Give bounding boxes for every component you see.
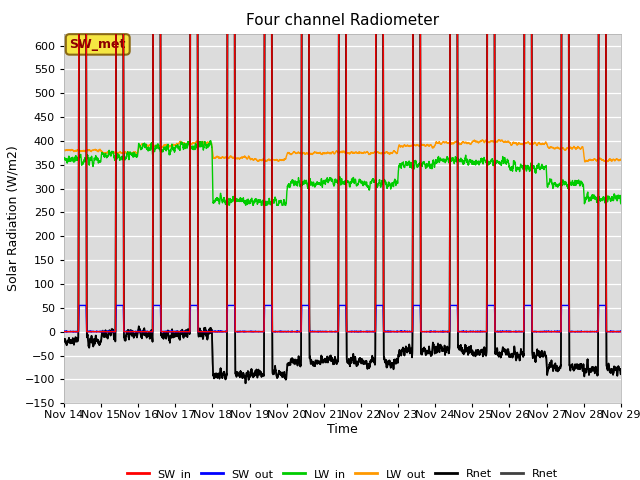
Title: Four channel Radiometer: Four channel Radiometer [246,13,439,28]
Text: SW_met: SW_met [70,38,126,51]
Y-axis label: Solar Radiation (W/m2): Solar Radiation (W/m2) [6,145,19,291]
Legend: SW_in, SW_out, LW_in, LW_out, Rnet, Rnet: SW_in, SW_out, LW_in, LW_out, Rnet, Rnet [122,464,563,480]
X-axis label: Time: Time [327,423,358,436]
